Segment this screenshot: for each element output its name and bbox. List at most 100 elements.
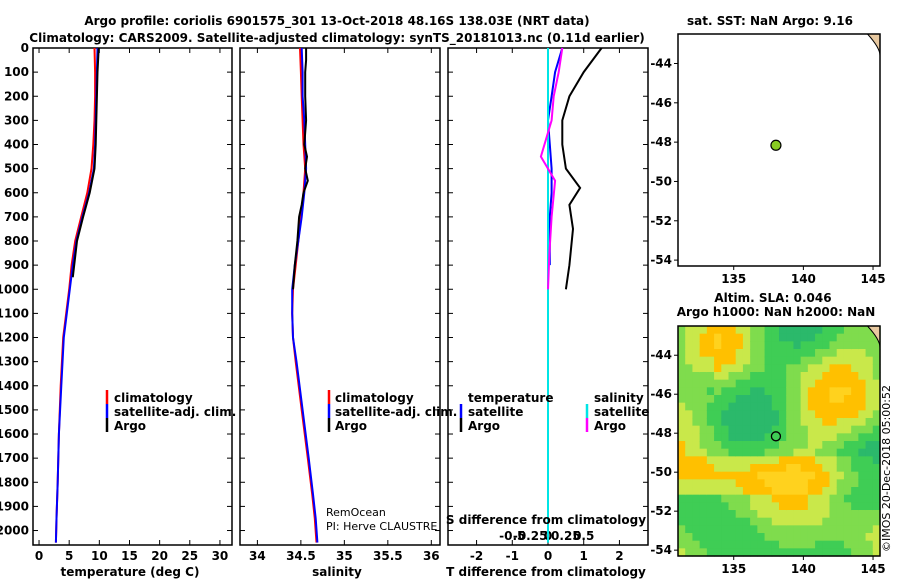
sla-cell bbox=[872, 433, 881, 442]
sla-cell bbox=[685, 448, 694, 457]
x-tick-label: 135 bbox=[721, 272, 746, 286]
sla-cell bbox=[757, 441, 766, 450]
sla-cell bbox=[735, 502, 744, 511]
sla-cell bbox=[692, 456, 701, 465]
legend-salinity-header: salinity bbox=[594, 391, 644, 405]
sla-cell bbox=[750, 425, 758, 434]
sla-cell bbox=[692, 395, 701, 404]
sla-cell bbox=[735, 326, 744, 335]
x-tick-label: 145 bbox=[861, 562, 886, 576]
sla-cell bbox=[829, 464, 838, 473]
x-tick-label: 145 bbox=[861, 272, 886, 286]
sla-cell bbox=[829, 418, 838, 427]
sla-cell bbox=[865, 364, 874, 373]
sla-cell bbox=[685, 418, 694, 427]
sla-cell bbox=[771, 425, 780, 434]
sla-cell bbox=[678, 402, 686, 411]
sla-cell bbox=[800, 494, 809, 503]
sla-cell bbox=[678, 548, 686, 557]
sla-cell bbox=[800, 533, 809, 542]
sla-cell bbox=[815, 326, 823, 335]
sla-cell bbox=[858, 364, 867, 373]
sla-cell bbox=[692, 364, 701, 373]
sla-cell bbox=[735, 456, 744, 465]
y-tick-label: -44 bbox=[650, 348, 672, 362]
sla-cell bbox=[721, 364, 730, 373]
sla-cell bbox=[764, 326, 773, 335]
sla-cell bbox=[807, 356, 816, 365]
sla-cell bbox=[836, 379, 845, 388]
sla-cell bbox=[843, 410, 852, 419]
sla-cell bbox=[742, 433, 751, 442]
x-tick-label: -2 bbox=[470, 549, 483, 563]
sla-cell bbox=[742, 402, 751, 411]
sla-cell bbox=[872, 540, 881, 549]
sla-cell bbox=[728, 410, 737, 419]
sla-cell bbox=[872, 418, 881, 427]
sla-cell bbox=[851, 372, 859, 381]
y-tick-label: 1200 bbox=[0, 331, 29, 345]
sla-cell bbox=[764, 379, 773, 388]
sla-cell bbox=[843, 494, 852, 503]
sla-cell bbox=[836, 433, 845, 442]
sla-cell bbox=[815, 395, 823, 404]
sla-cell bbox=[829, 510, 838, 519]
sla-cell bbox=[836, 425, 845, 434]
sla-cell bbox=[757, 379, 766, 388]
x-tick-label: 35 bbox=[336, 549, 353, 563]
sla-cell bbox=[699, 356, 708, 365]
sla-cell bbox=[678, 487, 686, 496]
sla-cell bbox=[786, 418, 795, 427]
sla-cell bbox=[764, 533, 773, 542]
x-tick-label: 0 bbox=[35, 549, 43, 563]
sla-cell bbox=[829, 410, 838, 419]
sla-cell bbox=[786, 402, 795, 411]
sla-cell bbox=[750, 364, 758, 373]
sla-cell bbox=[764, 349, 773, 358]
sla-cell bbox=[829, 487, 838, 496]
sla-cell bbox=[714, 441, 722, 450]
sla-cell bbox=[757, 364, 766, 373]
sla-cell bbox=[851, 502, 859, 511]
sla-cell bbox=[706, 341, 715, 350]
sla-cell bbox=[728, 540, 737, 549]
sla-cell bbox=[735, 471, 744, 480]
sla-cell bbox=[779, 410, 787, 419]
sla-cell bbox=[706, 464, 715, 473]
sla-cell bbox=[843, 372, 852, 381]
sla-cell bbox=[735, 356, 744, 365]
sla-cell bbox=[865, 510, 874, 519]
plot-frame bbox=[239, 47, 441, 546]
sla-cell bbox=[699, 540, 708, 549]
sla-cell bbox=[699, 510, 708, 519]
y-tick-label: 1900 bbox=[0, 499, 29, 513]
sla-cell bbox=[721, 487, 730, 496]
sla-cell bbox=[771, 464, 780, 473]
sla-cell bbox=[764, 487, 773, 496]
sla-cell bbox=[750, 441, 758, 450]
sla-cell bbox=[865, 525, 874, 534]
sla-cell bbox=[757, 548, 766, 557]
sla-cell bbox=[728, 433, 737, 442]
sla-cell bbox=[865, 464, 874, 473]
sla-cell bbox=[815, 364, 823, 373]
sla-cell bbox=[822, 441, 831, 450]
sla-cell bbox=[699, 333, 708, 342]
sla-cell bbox=[865, 456, 874, 465]
sla-cell bbox=[706, 525, 715, 534]
sla-cell bbox=[699, 402, 708, 411]
sla-cell bbox=[699, 341, 708, 350]
y-tick-label: 1100 bbox=[0, 306, 29, 320]
sla-cell bbox=[829, 479, 838, 488]
sla-cell bbox=[843, 349, 852, 358]
sla-cell bbox=[779, 479, 787, 488]
sla-cell bbox=[815, 425, 823, 434]
sla-cell bbox=[728, 326, 737, 335]
sla-map-title: Altim. SLA: 0.046 bbox=[714, 291, 831, 305]
sla-cell bbox=[706, 502, 715, 511]
sla-cell bbox=[771, 540, 780, 549]
sla-cell bbox=[807, 433, 816, 442]
sla-cell bbox=[815, 433, 823, 442]
sla-cell bbox=[728, 517, 737, 526]
sla-cell bbox=[786, 502, 795, 511]
